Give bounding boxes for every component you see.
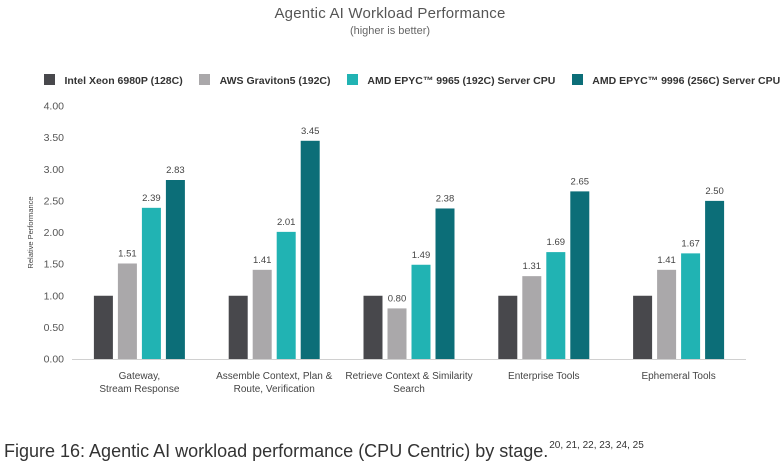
- bar: [300, 140, 320, 359]
- legend: Intel Xeon 6980P (128C) AWS Graviton5 (1…: [44, 72, 780, 88]
- legend-label: AWS Graviton5 (192C): [219, 74, 331, 87]
- x-tick-label: Enterprise Tools: [508, 371, 580, 382]
- bar: [657, 269, 677, 359]
- data-label: 1.51: [118, 248, 137, 259]
- legend-item: Intel Xeon 6980P (128C): [44, 72, 183, 88]
- data-label: 3.45: [301, 126, 320, 137]
- legend-label: AMD EPYC™ 9996 (256C) Server CPU: [592, 74, 780, 87]
- data-label: 1.41: [253, 255, 272, 266]
- data-label: 1.49: [412, 250, 431, 261]
- data-label: 1.31: [523, 261, 542, 272]
- x-tick-label: Assemble Context, Plan &: [216, 371, 332, 382]
- bar: [498, 295, 518, 359]
- bar: [387, 308, 407, 359]
- bar: [93, 295, 113, 359]
- bar: [522, 276, 542, 359]
- legend-item: AMD EPYC™ 9996 (256C) Server CPU: [571, 72, 780, 88]
- y-axis-label: Relative Performance: [26, 196, 35, 268]
- chart-subtitle: (higher is better): [349, 25, 431, 37]
- data-label: 2.01: [277, 217, 296, 228]
- data-label: 2.83: [166, 165, 185, 176]
- bar: [435, 208, 455, 359]
- legend-item: AWS Graviton5 (192C): [199, 72, 331, 88]
- bar: [228, 295, 248, 359]
- x-tick-label: Ephemeral Tools: [641, 371, 715, 382]
- bar: [165, 180, 185, 359]
- bar: [570, 191, 590, 359]
- y-tick-label: 0.50: [44, 322, 65, 334]
- y-tick-label: 3.50: [44, 132, 65, 144]
- y-tick-label: 1.00: [44, 290, 65, 302]
- data-label: 2.50: [705, 186, 724, 197]
- figure-caption: Figure 16: Agentic AI workload performan…: [4, 440, 774, 462]
- bar: [681, 253, 701, 359]
- bar: [411, 264, 431, 359]
- caption-references: 20, 21, 22, 23, 24, 25: [549, 440, 644, 451]
- bar: [705, 200, 725, 360]
- legend-swatch-epyc-9965: [346, 74, 358, 86]
- y-tick-label: 1.50: [44, 259, 65, 271]
- legend-item: AMD EPYC™ 9965 (192C) Server CPU: [346, 72, 556, 88]
- x-tick-label: Route, Verification: [234, 384, 315, 395]
- y-tick-label: 2.00: [44, 227, 65, 239]
- x-tick-label: Retrieve Context & Similarity: [345, 371, 472, 382]
- legend-label: Intel Xeon 6980P (128C): [64, 74, 183, 87]
- bar: [252, 269, 272, 359]
- bar: [117, 263, 137, 359]
- bar: [276, 231, 296, 359]
- bar: [363, 295, 383, 359]
- x-tick-label: Stream Response: [99, 384, 179, 395]
- y-tick-label: 4.00: [44, 101, 65, 113]
- data-label: 1.41: [657, 255, 676, 266]
- y-tick-label: 2.50: [44, 195, 65, 207]
- bar: [633, 295, 653, 359]
- bar: [546, 252, 566, 359]
- x-tick-label: Gateway,: [119, 371, 161, 382]
- y-tick-label: 0.00: [44, 354, 65, 366]
- data-label: 2.39: [142, 193, 161, 204]
- legend-swatch-graviton: [199, 74, 211, 86]
- data-label: 1.67: [681, 238, 700, 249]
- bar: [141, 207, 161, 359]
- data-label: 1.69: [547, 237, 566, 248]
- legend-swatch-intel: [44, 74, 55, 86]
- legend-swatch-epyc-9996: [571, 74, 583, 86]
- x-tick-label: Search: [393, 384, 425, 395]
- bar-chart: Relative Performance 0.00 0.50 1.00 1.50 2.00…: [26, 101, 746, 395]
- y-tick-label: 3.00: [44, 164, 65, 176]
- data-label: 2.65: [571, 176, 590, 187]
- caption-text: Figure 16: Agentic AI workload performan…: [4, 441, 549, 461]
- legend-label: AMD EPYC™ 9965 (192C) Server CPU: [367, 74, 556, 87]
- chart-title: Agentic AI Workload Performance: [274, 5, 506, 22]
- data-label: 2.38: [436, 193, 455, 204]
- data-label: 0.80: [388, 293, 407, 304]
